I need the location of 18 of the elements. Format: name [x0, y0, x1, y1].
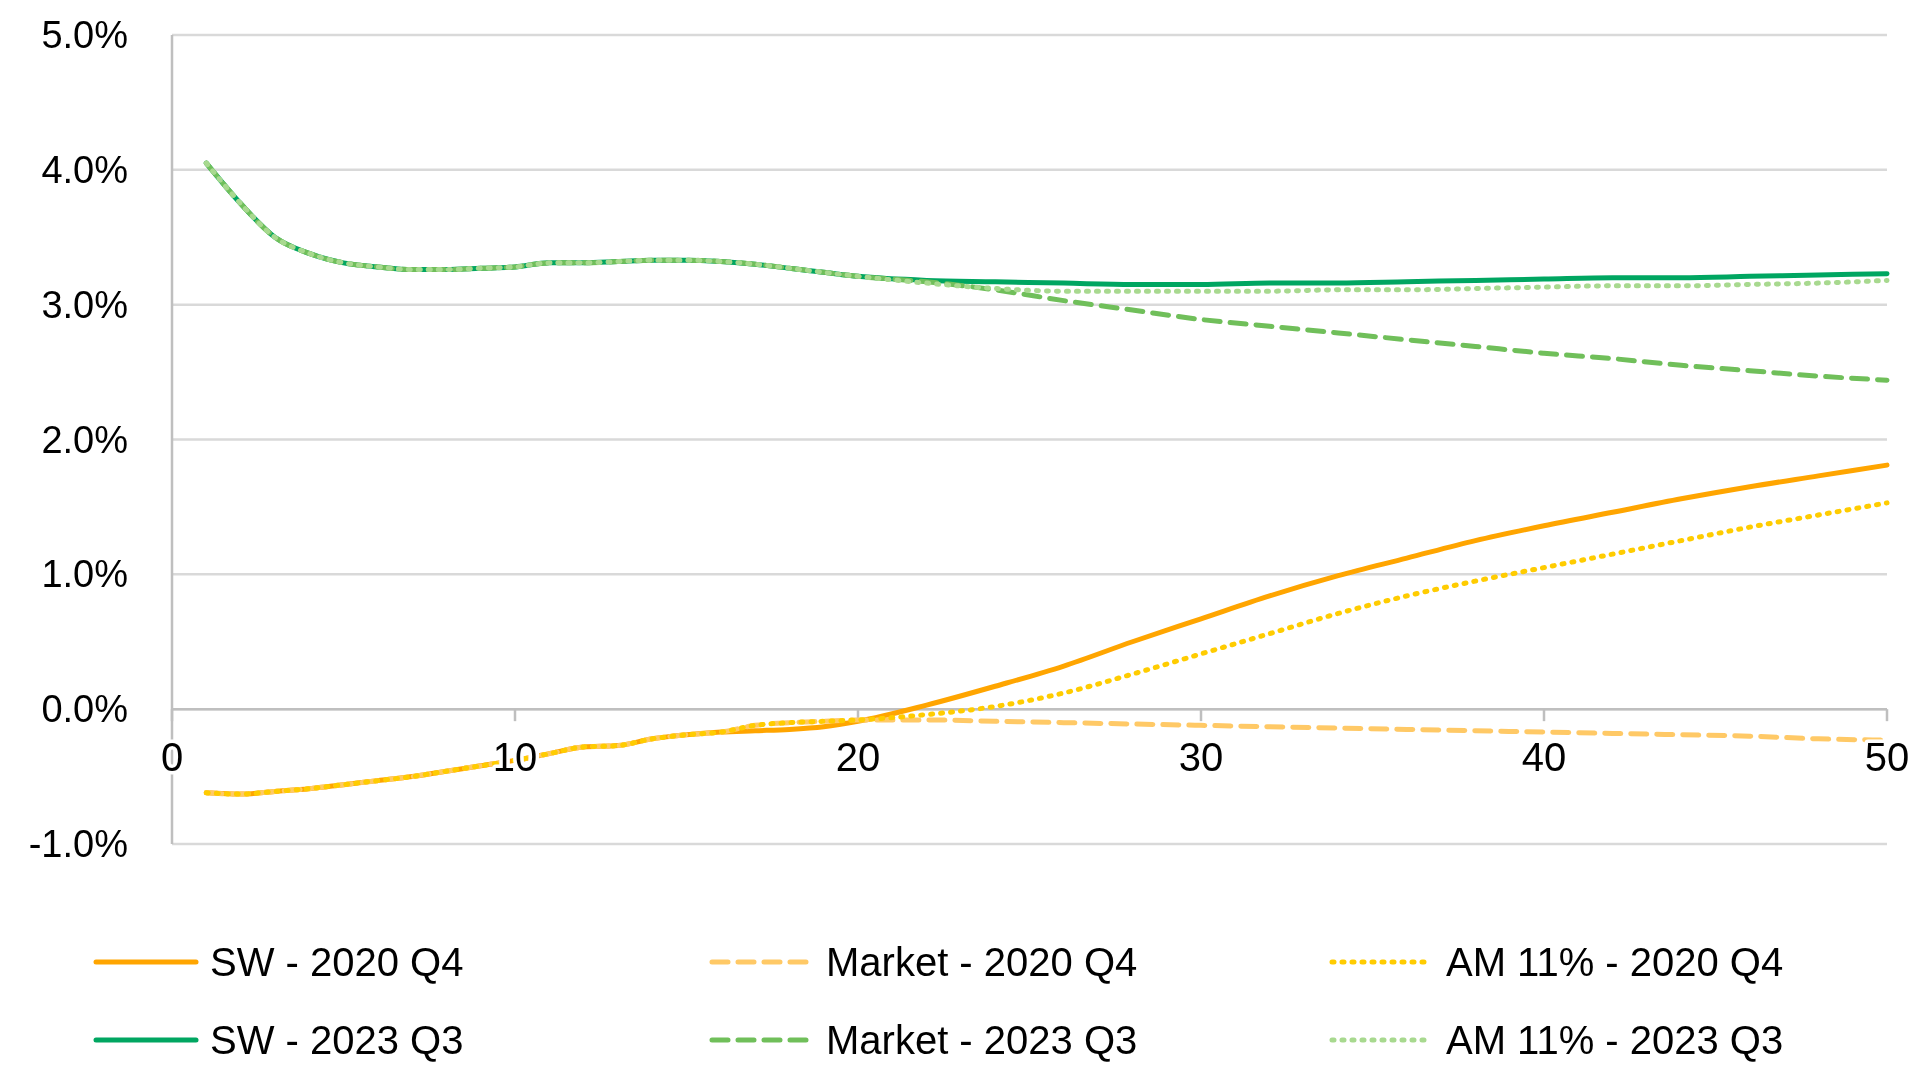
y-tick-label: 3.0% [41, 283, 128, 326]
x-tick-label: 0 [160, 735, 184, 780]
x-tick-label: 20 [835, 735, 881, 780]
legend-label: Market - 2023 Q3 [826, 1018, 1138, 1062]
legend-label: AM 11% - 2020 Q4 [1446, 940, 1784, 984]
y-tick-label: 1.0% [41, 553, 128, 596]
legend-label: SW - 2023 Q3 [210, 1018, 464, 1062]
legend-label: SW - 2020 Q4 [210, 940, 464, 984]
legend-label: AM 11% - 2023 Q3 [1446, 1018, 1784, 1062]
y-tick-label: 2.0% [41, 418, 128, 461]
legend-label: Market - 2020 Q4 [826, 940, 1138, 984]
x-tick-label: 30 [1178, 735, 1224, 780]
x-tick-label: 50 [1864, 735, 1910, 780]
y-tick-label: 0.0% [41, 688, 128, 731]
y-tick-label: 5.0% [41, 14, 128, 56]
y-tick-label: -1.0% [28, 823, 128, 865]
y-tick-label: 4.0% [41, 148, 128, 191]
x-tick-label: 40 [1521, 735, 1567, 780]
